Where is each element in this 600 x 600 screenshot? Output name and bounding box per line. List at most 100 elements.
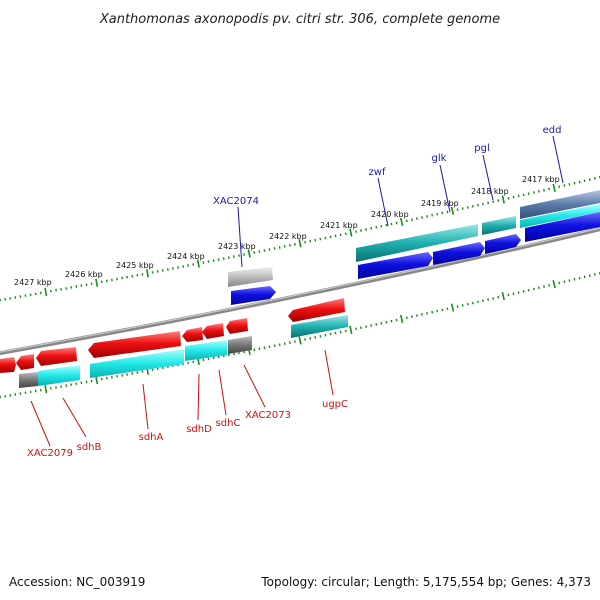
gene-arrow-edd[interactable] bbox=[525, 212, 600, 242]
outer-tick-ruler bbox=[0, 175, 600, 302]
minor-tick bbox=[395, 318, 398, 322]
minor-tick bbox=[522, 193, 525, 197]
leader-line bbox=[30, 400, 51, 447]
gene-arrow-teal[interactable] bbox=[356, 224, 478, 262]
gene-label-xac2073[interactable]: XAC2073 bbox=[245, 410, 291, 421]
gene-arrow-gray[interactable] bbox=[19, 372, 38, 388]
minor-tick bbox=[385, 320, 388, 324]
kbp-label: 2423 kbp bbox=[218, 242, 256, 251]
kbp-label: 2417 kbp bbox=[522, 175, 560, 184]
gene-arrow-cyan[interactable] bbox=[520, 204, 600, 228]
gene-arrow-sdhC[interactable] bbox=[202, 323, 224, 339]
minor-tick bbox=[456, 305, 459, 308]
minor-tick bbox=[537, 286, 540, 290]
kbp-label: 2421 kbp bbox=[320, 221, 358, 230]
minor-tick bbox=[243, 253, 245, 256]
inner-tick-ruler bbox=[0, 271, 600, 399]
major-tick bbox=[552, 183, 556, 192]
gene-arrow-xac2074-outer[interactable] bbox=[228, 267, 273, 287]
gene-label-glk[interactable]: glk bbox=[432, 153, 447, 164]
gene-label-sdhA[interactable]: sdhA bbox=[139, 432, 164, 443]
minor-tick bbox=[339, 330, 342, 334]
leader-line bbox=[237, 206, 243, 268]
minor-tick bbox=[466, 206, 469, 209]
minor-tick bbox=[517, 291, 520, 294]
leader-line bbox=[482, 154, 494, 201]
gene-label-xac2079[interactable]: XAC2079 bbox=[27, 448, 73, 459]
minor-tick bbox=[477, 203, 479, 207]
genome-backbone bbox=[0, 227, 600, 356]
minor-tick bbox=[568, 279, 571, 282]
minor-tick bbox=[365, 228, 367, 231]
minor-tick bbox=[471, 204, 474, 208]
minor-tick bbox=[263, 249, 266, 252]
backbone-highlight bbox=[0, 227, 600, 353]
minor-tick bbox=[39, 388, 42, 392]
gene-arrow-gray[interactable] bbox=[228, 336, 252, 354]
minor-tick bbox=[492, 200, 495, 204]
minor-tick bbox=[187, 264, 190, 267]
gene-arrow-xac2079[interactable] bbox=[36, 347, 77, 366]
minor-tick bbox=[253, 348, 256, 352]
gene-arrow-sdhA[interactable] bbox=[88, 331, 181, 358]
minor-tick bbox=[456, 208, 459, 212]
minor-tick bbox=[512, 292, 515, 296]
minor-tick bbox=[278, 246, 281, 249]
minor-tick bbox=[370, 227, 373, 230]
gene-arrow-zwf[interactable] bbox=[358, 252, 433, 279]
gene-label-zwf[interactable]: zwf bbox=[369, 167, 386, 178]
minor-tick bbox=[446, 210, 449, 214]
gene-arrow-pgl[interactable] bbox=[485, 234, 521, 254]
gene-label-sdhB[interactable]: sdhB bbox=[77, 442, 102, 453]
gene-label-ugpC[interactable]: ugpC bbox=[322, 399, 348, 410]
minor-tick bbox=[324, 333, 327, 337]
gene-arrow-ugpC[interactable] bbox=[288, 298, 345, 322]
minor-tick bbox=[136, 273, 139, 277]
minor-tick bbox=[355, 230, 357, 233]
minor-tick bbox=[527, 192, 530, 196]
leader-line bbox=[142, 383, 149, 430]
minor-tick bbox=[309, 239, 312, 243]
minor-tick bbox=[105, 376, 108, 380]
gene-arrow-cyan[interactable] bbox=[90, 349, 184, 378]
minor-tick bbox=[461, 304, 464, 307]
gene-arrow-cyan[interactable] bbox=[38, 365, 80, 386]
gene-arrow-cyan[interactable] bbox=[185, 340, 227, 361]
gene-label-sdhC[interactable]: sdhC bbox=[216, 418, 241, 429]
backbone-line bbox=[0, 227, 600, 356]
gene-label-pgl[interactable]: pgl bbox=[474, 143, 489, 154]
gene-arrow-sdhD[interactable] bbox=[182, 327, 203, 342]
gene-arrow-teal[interactable] bbox=[482, 216, 516, 235]
gene-label-xac2074[interactable]: XAC2074 bbox=[213, 196, 259, 207]
minor-tick bbox=[131, 274, 134, 278]
gene-arrow-xac2074[interactable] bbox=[231, 286, 276, 305]
map-title: Xanthomonas axonopodis pv. citri str. 30… bbox=[99, 12, 500, 27]
gene-arrow-teal-lower[interactable] bbox=[291, 315, 348, 338]
minor-tick bbox=[416, 217, 418, 220]
gene-arrow-red[interactable] bbox=[16, 354, 34, 370]
gene-arrow-glk[interactable] bbox=[433, 242, 485, 265]
gene-arrow-steel[interactable] bbox=[520, 190, 600, 219]
minor-tick bbox=[375, 226, 378, 229]
gene-arrow-xac2073[interactable] bbox=[226, 318, 248, 334]
gene-label-sdhD[interactable]: sdhD bbox=[186, 424, 212, 435]
minor-tick bbox=[390, 222, 393, 226]
minor-tick bbox=[410, 218, 413, 222]
gene-arrow-red[interactable] bbox=[0, 357, 16, 373]
minor-tick bbox=[588, 178, 591, 181]
minor-tick bbox=[9, 297, 12, 300]
gene-label-edd[interactable]: edd bbox=[543, 125, 562, 136]
minor-tick bbox=[192, 360, 195, 364]
minor-tick bbox=[568, 183, 571, 186]
minor-tick bbox=[573, 181, 576, 185]
minor-tick bbox=[558, 281, 561, 285]
minor-tick bbox=[126, 373, 129, 376]
minor-tick bbox=[426, 311, 428, 315]
minor-tick bbox=[487, 298, 490, 301]
minor-tick bbox=[283, 342, 286, 345]
kbp-label: 2426 kbp bbox=[65, 270, 103, 279]
minor-tick bbox=[593, 273, 596, 276]
minor-tick bbox=[563, 184, 566, 187]
minor-tick bbox=[390, 319, 393, 323]
major-tick bbox=[298, 239, 302, 248]
